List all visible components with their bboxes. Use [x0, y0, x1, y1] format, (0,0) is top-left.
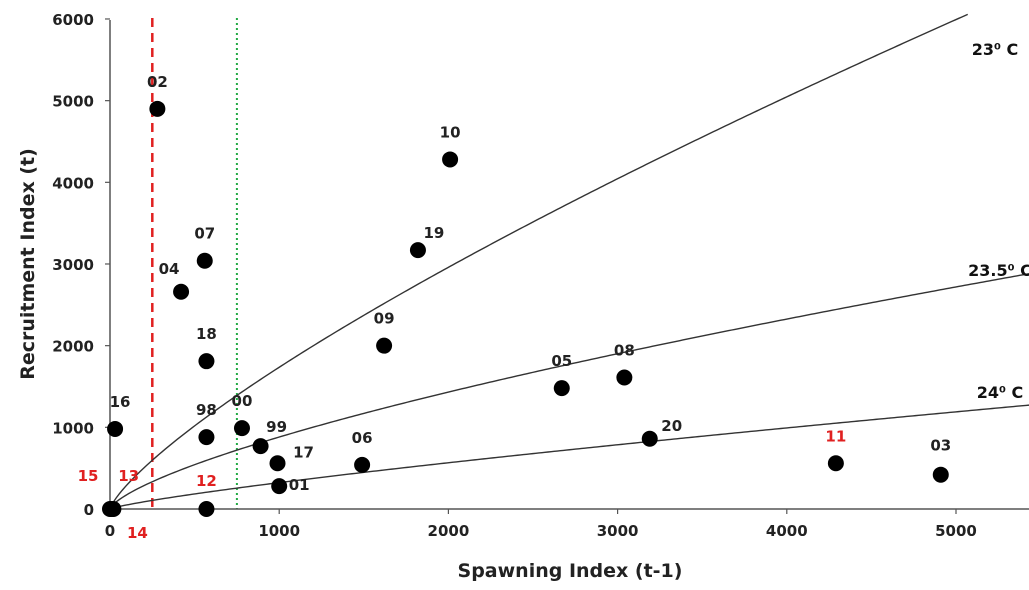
y-tick-label: 5000: [52, 93, 94, 111]
point-label-14: 14: [127, 524, 148, 542]
point-label-15: 15: [78, 467, 99, 485]
x-tick-label: 1000: [258, 522, 300, 540]
data-point-99: [252, 438, 269, 455]
point-label-99: 99: [266, 418, 287, 436]
point-label-98: 98: [196, 401, 217, 419]
data-point-00: [233, 420, 250, 437]
curves-layer: [109, 13, 1029, 510]
data-point-17: [269, 455, 286, 472]
data-point-05: [553, 380, 570, 397]
data-point-04: [173, 283, 190, 300]
x-tick-label: 3000: [597, 522, 639, 540]
data-point-14: [105, 501, 122, 517]
x-ticks-layer: 0 1000 2000 3000 4000 5000: [105, 509, 977, 540]
x-tick-label: 0: [105, 522, 115, 540]
y-tick-label: 0: [84, 501, 94, 519]
data-point-10: [442, 151, 459, 168]
data-point-98: [198, 429, 215, 446]
points-layer: [102, 100, 949, 517]
data-point-06: [354, 456, 371, 473]
data-point-02: [149, 100, 166, 117]
curve-label-3: 24⁰ C: [977, 383, 1024, 402]
point-label-13: 13: [118, 467, 139, 485]
point-label-19: 19: [424, 224, 445, 242]
curve-3: [109, 404, 1029, 510]
data-point-18: [198, 353, 215, 370]
data-point-03: [932, 466, 949, 483]
data-point-20: [641, 430, 658, 447]
point-label-02: 02: [147, 73, 168, 91]
point-label-10: 10: [440, 123, 461, 141]
curve-label-1: 23⁰ C: [972, 40, 1019, 59]
data-point-12: [198, 501, 215, 517]
data-point-08: [616, 369, 633, 386]
y-tick-label: 6000: [52, 11, 94, 29]
data-point-19: [409, 242, 426, 259]
point-labels-layer: 02 10 07 19 04 18 09 05 08 16 98 00 99 17 06 20 11 03 01 12…: [78, 73, 952, 542]
data-point-09: [376, 337, 393, 354]
curve-labels-layer: 23⁰ C 23.5⁰ C 24⁰ C: [968, 40, 1029, 402]
point-label-18: 18: [196, 325, 217, 343]
curve-1: [109, 13, 969, 510]
data-point-16: [107, 420, 124, 437]
x-tick-label: 5000: [935, 522, 977, 540]
point-label-20: 20: [661, 417, 682, 435]
reference-lines-layer: [151, 18, 238, 509]
point-label-16: 16: [110, 393, 131, 411]
x-tick-label: 2000: [428, 522, 470, 540]
y-tick-label: 2000: [52, 338, 94, 356]
y-tick-label: 4000: [52, 174, 94, 192]
data-point-07: [196, 252, 213, 269]
curve-label-2: 23.5⁰ C: [968, 261, 1029, 280]
point-label-07: 07: [194, 225, 215, 243]
point-label-11: 11: [825, 427, 846, 445]
data-point-11: [827, 455, 844, 472]
axes-layer: [109, 20, 1029, 510]
y-tick-label: 1000: [52, 419, 94, 437]
point-label-01: 01: [289, 476, 310, 494]
point-label-09: 09: [374, 310, 395, 328]
point-label-12: 12: [196, 472, 217, 490]
point-label-04: 04: [159, 260, 180, 278]
point-label-00: 00: [232, 392, 253, 410]
point-label-06: 06: [352, 429, 373, 447]
point-label-03: 03: [930, 437, 951, 455]
x-axis-title: Spawning Index (t-1): [458, 560, 683, 582]
data-point-01: [271, 478, 288, 495]
point-label-05: 05: [551, 352, 572, 370]
x-tick-label: 4000: [766, 522, 808, 540]
y-axis-title: Recruitment Index (t): [17, 148, 39, 380]
point-label-08: 08: [614, 342, 635, 360]
y-ticks-layer: 0 1000 2000 3000 4000 5000 6000: [52, 11, 110, 519]
point-label-17: 17: [293, 443, 314, 461]
y-tick-label: 3000: [52, 256, 94, 274]
